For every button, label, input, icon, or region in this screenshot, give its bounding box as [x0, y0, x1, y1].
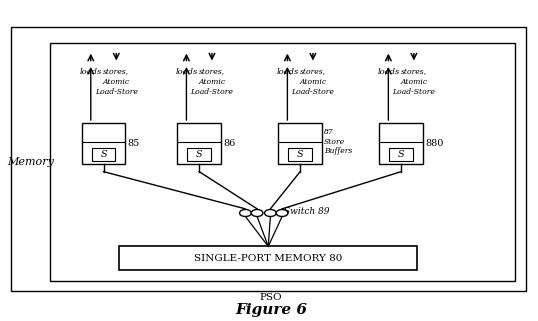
Text: 85: 85: [128, 139, 140, 148]
Text: stores,
Atomic
Load-Store: stores, Atomic Load-Store: [292, 68, 334, 96]
Circle shape: [239, 210, 251, 216]
Bar: [119, 247, 417, 270]
Bar: [278, 123, 322, 164]
Text: S: S: [398, 150, 405, 159]
Circle shape: [276, 210, 288, 216]
Bar: [82, 123, 125, 164]
Bar: [92, 148, 115, 160]
Text: stores,
Atomic
Load-Store: stores, Atomic Load-Store: [95, 68, 138, 96]
Bar: [390, 148, 413, 160]
Text: stores,
Atomic
Load-Store: stores, Atomic Load-Store: [392, 68, 435, 96]
Text: Figure 6: Figure 6: [235, 303, 307, 317]
Text: stores,
Atomic
Load-Store: stores, Atomic Load-Store: [190, 68, 233, 96]
Text: loads: loads: [80, 68, 102, 76]
Bar: [11, 27, 526, 291]
Text: Switch 89: Switch 89: [284, 207, 329, 216]
Bar: [379, 123, 423, 164]
Bar: [51, 43, 515, 282]
Text: S: S: [100, 150, 107, 159]
Circle shape: [265, 210, 276, 216]
Text: SINGLE-PORT MEMORY 80: SINGLE-PORT MEMORY 80: [194, 254, 343, 263]
Bar: [288, 148, 312, 160]
Bar: [188, 148, 211, 160]
Text: Memory: Memory: [7, 157, 54, 167]
Text: loads: loads: [377, 68, 400, 76]
Text: 86: 86: [223, 139, 235, 148]
Text: S: S: [297, 150, 303, 159]
Text: S: S: [196, 150, 202, 159]
Bar: [178, 123, 221, 164]
Text: 880: 880: [425, 139, 443, 148]
Circle shape: [251, 210, 263, 216]
Text: loads: loads: [175, 68, 197, 76]
Text: PSO: PSO: [260, 293, 282, 302]
Text: 87
Store
Buffers: 87 Store Buffers: [324, 128, 352, 155]
Text: loads: loads: [277, 68, 299, 76]
